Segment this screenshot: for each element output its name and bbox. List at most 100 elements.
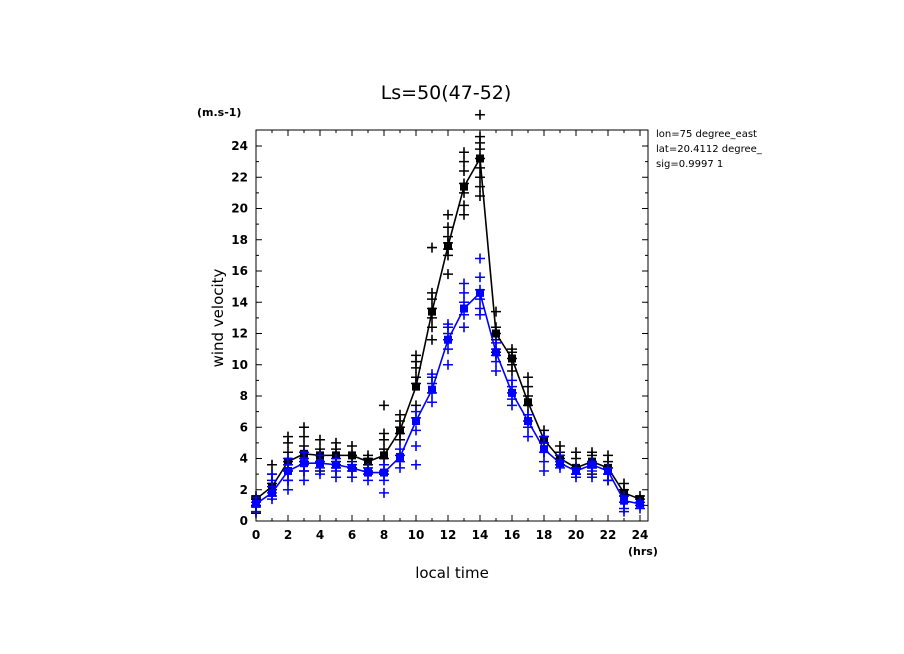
mean-point-marker (444, 335, 452, 344)
mean-point-marker (460, 304, 468, 313)
x-tick-label: 12 (440, 528, 457, 542)
sample-point-marker (411, 406, 421, 417)
sample-point-marker (555, 441, 565, 451)
x-tick-label: 8 (380, 528, 388, 542)
sample-point-marker (379, 428, 389, 439)
x-tick-label: 20 (568, 528, 585, 542)
mean-point-marker (444, 242, 452, 250)
x-tick-label: 4 (316, 528, 324, 542)
info-line-lat: lat=20.4112 degree_ (656, 144, 763, 155)
info-line-lon: lon=75 degree_east (656, 129, 757, 140)
y-tick-label: 6 (240, 420, 248, 434)
sample-point-marker (523, 431, 533, 442)
sample-point-marker (475, 272, 485, 283)
x-tick-label: 10 (408, 528, 425, 542)
sample-point-marker (443, 222, 453, 233)
mean-point-marker (348, 451, 356, 460)
sample-point-marker (283, 431, 293, 442)
plot-frame (255, 129, 649, 522)
sample-point-marker (459, 278, 469, 289)
x-axis-unit: (hrs) (628, 545, 658, 558)
sample-point-marker (507, 344, 517, 355)
mean-point-marker (588, 460, 596, 469)
sample-point-marker (299, 422, 309, 433)
mean-point-marker (316, 459, 324, 468)
sample-point-marker (459, 156, 469, 167)
sample-point-marker (283, 484, 293, 495)
sample-point-marker (459, 287, 469, 298)
x-tick-label: 2 (284, 528, 292, 542)
sample-point-marker (299, 447, 309, 458)
sample-point-marker (427, 287, 437, 298)
sample-point-marker (475, 303, 485, 314)
sample-point-marker (427, 397, 437, 408)
mean-point-marker (524, 398, 532, 407)
sample-point-marker (395, 409, 405, 420)
x-tick-label: 22 (600, 528, 617, 542)
sample-point-marker (523, 372, 533, 383)
sample-point-marker (539, 466, 549, 476)
sample-point-marker (427, 242, 437, 253)
mean-point-marker (268, 488, 276, 497)
sample-point-marker (379, 400, 389, 411)
mean-point-marker (476, 154, 484, 163)
mean-point-marker (636, 499, 644, 508)
sample-point-marker (347, 441, 357, 451)
y-tick-label: 20 (231, 202, 248, 216)
sample-point-marker (427, 369, 437, 380)
sample-point-marker (459, 209, 469, 220)
mean-point-marker (556, 459, 564, 468)
sample-point-marker (523, 381, 533, 392)
sample-point-marker (603, 450, 613, 461)
sample-point-marker (539, 456, 549, 467)
mean-point-marker (572, 467, 580, 475)
mean-point-marker (396, 452, 404, 461)
sample-point-marker (507, 375, 517, 386)
sample-point-marker (443, 209, 453, 220)
mean-point-marker (508, 354, 516, 363)
sample-point-marker (443, 319, 453, 330)
sample-point-marker (411, 459, 421, 470)
x-tick-label: 24 (632, 528, 649, 542)
x-axis-label: local time (415, 564, 489, 582)
sample-point-marker (475, 109, 485, 120)
mean-point-marker (380, 468, 388, 477)
series-0 (251, 109, 645, 519)
sample-point-marker (411, 441, 421, 451)
y-tick-label: 12 (231, 327, 248, 341)
y-tick-label: 4 (240, 452, 248, 466)
mean-point-marker (620, 496, 628, 505)
mean-point-marker (428, 307, 436, 316)
sample-point-marker (299, 431, 309, 442)
sample-point-marker (539, 431, 549, 442)
sample-point-marker (267, 469, 277, 480)
sample-point-marker (427, 334, 437, 345)
sample-point-marker (443, 359, 453, 370)
x-tick-label: 0 (252, 528, 260, 542)
sample-point-marker (475, 172, 485, 183)
sample-point-marker (315, 434, 325, 445)
y-tick-label: 24 (231, 139, 248, 153)
sample-point-marker (331, 437, 341, 448)
mean-point-marker (492, 329, 500, 338)
sample-point-marker (475, 253, 485, 264)
x-tick-label: 14 (472, 528, 489, 542)
sample-point-marker (267, 459, 277, 470)
sample-point-marker (411, 372, 421, 383)
sample-point-marker (379, 459, 389, 470)
sample-point-marker (379, 487, 389, 498)
mean-point-marker (604, 467, 612, 475)
mean-point-marker (524, 417, 532, 425)
y-axis-unit: (m.s-1) (197, 106, 241, 119)
sample-point-marker (475, 131, 485, 142)
info-line-sig: sig=0.9997 1 (656, 159, 723, 170)
mean-point-marker (412, 417, 420, 425)
mean-point-marker (252, 499, 260, 508)
sample-point-marker (443, 269, 453, 280)
mean-point-marker (396, 426, 404, 435)
mean-point-marker (348, 463, 356, 472)
sample-point-marker (299, 475, 309, 486)
x-tick-label: 18 (536, 528, 553, 542)
sample-point-marker (411, 350, 421, 361)
y-tick-label: 22 (231, 170, 248, 184)
